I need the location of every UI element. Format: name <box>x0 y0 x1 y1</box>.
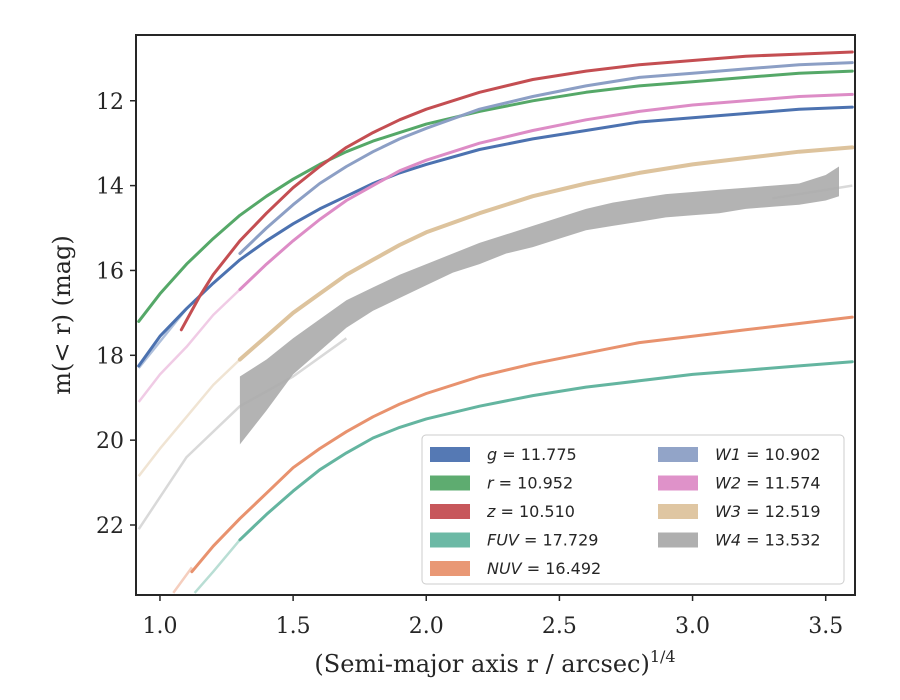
legend-swatch-fuv <box>430 532 470 548</box>
x-tick-label: 2.5 <box>542 614 577 639</box>
series-fuv-faint-line <box>193 538 241 594</box>
series-nuv-faint-line <box>172 566 193 594</box>
y-tick-label: 12 <box>96 90 124 115</box>
series-w2-line <box>238 92 854 291</box>
plot-frame <box>135 34 856 596</box>
y-tick-label: 16 <box>96 259 124 284</box>
y-tick-label: 22 <box>96 514 124 539</box>
x-tick-label: 2.0 <box>409 614 444 639</box>
legend-items: g = 11.775 r = 10.952 z = 10.510 FUV = 17.7… <box>430 445 821 578</box>
series-fuv-line <box>238 360 854 542</box>
legend-swatch-z <box>430 504 470 519</box>
series-w4-band <box>239 166 839 445</box>
y-tick-label: 20 <box>96 429 124 454</box>
legend-label-w2: W2 = 11.574 <box>715 474 821 493</box>
x-axis-label: (Semi-major axis r / arcsec)1/4 <box>314 647 675 678</box>
series-w2-faint-line <box>137 288 241 403</box>
series-w1-line <box>238 61 854 255</box>
legend-label-fuv: FUV = 17.729 <box>487 531 598 550</box>
legend-label-nuv: NUV = 16.492 <box>487 559 601 578</box>
legend-label-w1: W1 = 10.902 <box>715 445 821 464</box>
legend-label-r: r = 10.952 <box>487 474 573 493</box>
x-tick-label: 3.5 <box>808 614 843 639</box>
legend-label-g: g = 11.775 <box>487 445 577 464</box>
legend-swatch-w4 <box>658 532 698 548</box>
legend-swatch-r <box>430 475 470 491</box>
legend-swatch-g <box>430 447 470 462</box>
x-axis-ticks: 1.0 1.5 2.0 2.5 3.0 3.5 <box>142 595 843 639</box>
legend-label-w3: W3 = 12.519 <box>715 502 821 521</box>
legend-label-w4: W4 = 13.532 <box>715 531 821 550</box>
series-nuv-line <box>190 315 854 574</box>
x-tick-label: 3.0 <box>675 614 710 639</box>
series-w3-line <box>237 145 855 362</box>
legend-swatch-nuv <box>430 561 470 576</box>
y-tick-label: 14 <box>96 175 124 200</box>
legend-box <box>421 434 845 585</box>
series-lines <box>137 50 855 574</box>
y-axis-label: m(< r) (mag) <box>48 235 76 394</box>
series-z-line <box>179 50 854 332</box>
uncertainty-bands <box>239 166 839 445</box>
y-axis-ticks: 12 14 16 18 20 22 <box>96 90 136 539</box>
y-tick-label: 18 <box>96 344 124 369</box>
legend-swatch-w2 <box>658 475 698 491</box>
legend: g = 11.775 r = 10.952 z = 10.510 FUV = 17.7… <box>421 434 845 585</box>
x-tick-label: 1.5 <box>276 614 311 639</box>
legend-swatch-w3 <box>658 504 698 519</box>
series-w3-faint-line <box>137 358 241 477</box>
legend-label-z: z = 10.510 <box>486 502 575 521</box>
x-tick-label: 1.0 <box>142 614 177 639</box>
legend-swatch-w1 <box>658 447 698 462</box>
series-r-line <box>137 69 854 323</box>
